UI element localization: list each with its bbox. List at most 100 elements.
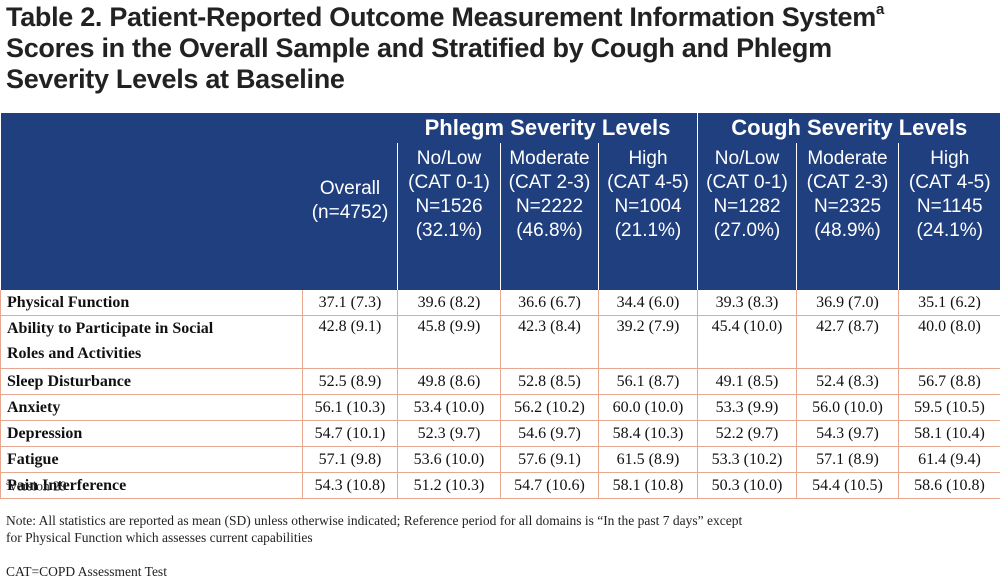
- table-cell: 58.4 (10.3): [598, 420, 698, 447]
- table-row: Fatigue 57.1 (9.8) 53.6 (10.0) 57.6 (9.1) 61…: [0, 446, 1000, 473]
- column-header-line: (CAT 2-3): [508, 172, 591, 193]
- row-label: Sleep Disturbance: [0, 368, 303, 395]
- table-row: Physical Function 37.1 (7.3) 39.6 (8.2) 36.…: [0, 290, 1000, 316]
- table-cell: 58.1 (10.4): [898, 420, 1000, 447]
- header-blank-cell: [0, 113, 303, 143]
- column-header-line: (n=4752): [311, 202, 389, 223]
- column-header-cough-no-low: No/Low (CAT 0-1) N=1282 (27.0%): [697, 143, 797, 290]
- title-line-3: Severity Levels at Baseline: [6, 64, 345, 94]
- row-label-line: Anxiety: [7, 398, 61, 416]
- column-header-line: Moderate: [509, 148, 590, 169]
- column-header-line: High: [930, 148, 970, 169]
- column-header-row: Overall (n=4752) No/Low (CAT 0-1) N=1526 (32.…: [0, 143, 1000, 290]
- note-line-1: Note: All statistics are reported as mea…: [6, 513, 743, 528]
- footnote: aversion 29: [6, 474, 67, 495]
- table-cell: 56.0 (10.0): [796, 394, 899, 421]
- table-cell: 61.5 (8.9): [598, 446, 698, 473]
- row-label: Physical Function: [0, 290, 303, 316]
- column-header-line: No/Low: [416, 148, 482, 169]
- column-header-line: (27.0%): [713, 220, 781, 241]
- table-row: Sleep Disturbance 52.5 (8.9) 49.8 (8.6) 52.…: [0, 368, 1000, 395]
- table-cell: 45.8 (9.9): [397, 315, 501, 369]
- column-header-line: (CAT 4-5): [607, 172, 689, 193]
- row-label-line: Physical Function: [7, 293, 130, 311]
- table-body: Physical Function 37.1 (7.3) 39.6 (8.2) 36.…: [0, 290, 1000, 499]
- column-header-line: No/Low: [714, 148, 780, 169]
- column-header-line: (CAT 0-1): [706, 172, 788, 193]
- table-cell: 54.4 (10.5): [796, 472, 899, 499]
- table-cell: 36.9 (7.0): [796, 290, 899, 316]
- outcomes-table: Phlegm Severity Levels Cough Severity Le…: [0, 113, 1000, 499]
- table-cell: 53.3 (9.9): [697, 394, 797, 421]
- column-header-line: High: [628, 148, 668, 169]
- table-row: Ability to Participate in Social Roles an…: [0, 315, 1000, 369]
- table-cell: 57.6 (9.1): [500, 446, 599, 473]
- header-blank-cell: [302, 113, 398, 143]
- table-cell: 50.3 (10.0): [697, 472, 797, 499]
- title-line-1: Table 2. Patient-Reported Outcome Measur…: [6, 2, 876, 32]
- column-header-phlegm-moderate: Moderate (CAT 2-3) N=2222 (46.8%): [500, 143, 599, 290]
- column-header-line: (21.1%): [614, 220, 682, 241]
- column-header-line: Overall: [319, 178, 381, 199]
- column-header-line: (48.9%): [814, 220, 881, 241]
- table-cell: 57.1 (9.8): [302, 446, 398, 473]
- column-header-line: (32.1%): [415, 220, 483, 241]
- column-header-line: Moderate: [807, 148, 888, 169]
- table-cell: 56.1 (10.3): [302, 394, 398, 421]
- table-cell: 39.2 (7.9): [598, 315, 698, 369]
- table-cell: 54.3 (9.7): [796, 420, 899, 447]
- table-cell: 52.5 (8.9): [302, 368, 398, 395]
- column-header-line: N=2222: [515, 196, 584, 217]
- table-cell: 45.4 (10.0): [697, 315, 797, 369]
- header-blank-cell: [0, 143, 303, 290]
- table-cell: 40.0 (8.0): [898, 315, 1000, 369]
- table-cell: 56.2 (10.2): [500, 394, 599, 421]
- column-header-phlegm-no-low: No/Low (CAT 0-1) N=1526 (32.1%): [397, 143, 501, 290]
- table-cell: 49.1 (8.5): [697, 368, 797, 395]
- table-cell: 59.5 (10.5): [898, 394, 1000, 421]
- table-cell: 52.2 (9.7): [697, 420, 797, 447]
- column-header-line: (CAT 4-5): [908, 172, 991, 193]
- row-label: Pain Interference: [0, 472, 303, 499]
- table-row: Pain Interference 54.3 (10.8) 51.2 (10.3) 5…: [0, 472, 1000, 499]
- table-cell: 60.0 (10.0): [598, 394, 698, 421]
- row-label: Anxiety: [0, 394, 303, 421]
- table-cell: 53.6 (10.0): [397, 446, 501, 473]
- table-cell: 53.4 (10.0): [397, 394, 501, 421]
- table-title: Table 2. Patient-Reported Outcome Measur…: [6, 2, 996, 95]
- row-label-line: Ability to Participate in Social: [7, 320, 214, 337]
- row-label: Fatigue: [0, 446, 303, 473]
- row-label-line: Roles and Activities: [7, 345, 142, 362]
- table-cell: 54.7 (10.1): [302, 420, 398, 447]
- column-header-line: (24.1%): [916, 220, 984, 241]
- table-cell: 34.4 (6.0): [598, 290, 698, 316]
- column-header-line: (CAT 2-3): [806, 172, 889, 193]
- row-label-line: Sleep Disturbance: [7, 372, 131, 390]
- column-header-line: N=2325: [813, 196, 882, 217]
- row-label: Depression: [0, 420, 303, 447]
- table-row: Depression 54.7 (10.1) 52.3 (9.7) 54.6 (9.7…: [0, 420, 1000, 447]
- table-cell: 54.7 (10.6): [500, 472, 599, 499]
- footnote-text: version 29: [10, 478, 67, 494]
- table-cell: 42.8 (9.1): [302, 315, 398, 369]
- table-cell: 35.1 (6.2): [898, 290, 1000, 316]
- group-header-cough: Cough Severity Levels: [697, 113, 1000, 143]
- table-cell: 57.1 (8.9): [796, 446, 899, 473]
- table-cell: 56.1 (8.7): [598, 368, 698, 395]
- column-header-cough-moderate: Moderate (CAT 2-3) N=2325 (48.9%): [796, 143, 899, 290]
- column-header-phlegm-high: High (CAT 4-5) N=1004 (21.1%): [598, 143, 698, 290]
- table-cell: 54.6 (9.7): [500, 420, 599, 447]
- column-header-line: (CAT 0-1): [408, 172, 490, 193]
- column-header-overall: Overall (n=4752): [302, 143, 398, 290]
- table-cell: 42.3 (8.4): [500, 315, 599, 369]
- group-header-phlegm: Phlegm Severity Levels: [397, 113, 698, 143]
- table-cell: 56.7 (8.8): [898, 368, 1000, 395]
- column-header-line: N=1145: [916, 196, 983, 217]
- table-cell: 58.1 (10.8): [598, 472, 698, 499]
- table-cell: 58.6 (10.8): [898, 472, 1000, 499]
- column-header-line: (46.8%): [516, 220, 583, 241]
- column-header-line: N=1282: [713, 196, 781, 217]
- row-label-line: Pain Interference: [7, 476, 127, 494]
- table-cell: 52.8 (8.5): [500, 368, 599, 395]
- table-cell: 37.1 (7.3): [302, 290, 398, 316]
